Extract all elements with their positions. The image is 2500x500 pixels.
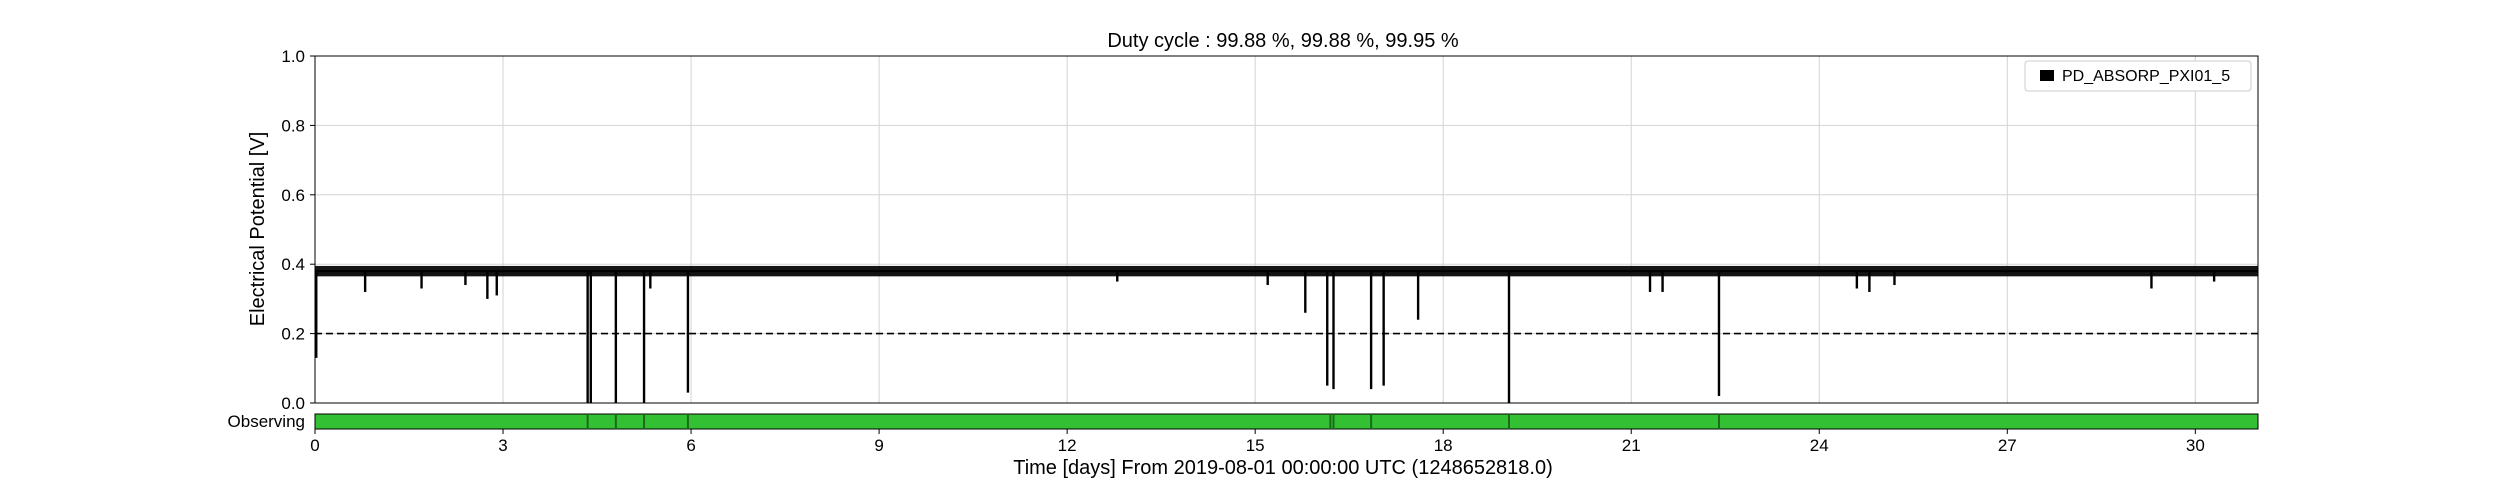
x-tick-label: 9 (874, 436, 883, 455)
x-tick-label: 18 (1434, 436, 1453, 455)
x-axis: 0 3 6 9 12 15 18 21 24 27 30 (310, 429, 2205, 455)
x-tick-label: 24 (1810, 436, 1829, 455)
state-segment-label: Observing (228, 412, 305, 431)
y-tick-label: 0.2 (281, 325, 305, 344)
legend-frame (2024, 60, 2252, 92)
x-tick-label: 0 (310, 436, 319, 455)
x-tick-label: 12 (1058, 436, 1077, 455)
x-axis-title: Time [days] From 2019-08-01 00:00:00 UTC… (1013, 457, 1553, 479)
x-tick-label: 27 (1998, 436, 2017, 455)
series-layer (315, 265, 2258, 403)
y-tick-label: 0.0 (281, 394, 305, 413)
x-tick-label: 6 (686, 436, 695, 455)
state-segment-bar (314, 413, 2259, 430)
y-axis-title: Electrical Potential [V] (247, 132, 269, 327)
x-tick-label: 15 (1246, 436, 1265, 455)
chart-title: Duty cycle : 99.88 %, 99.88 %, 99.95 % (1107, 30, 1459, 52)
plot-frame (314, 55, 2259, 404)
y-tick-label: 0.8 (281, 116, 305, 135)
legend-swatch (2040, 70, 2054, 81)
x-tick-label: 21 (1622, 436, 1641, 455)
y-tick-label: 0.4 (281, 255, 305, 274)
legend: PD_ABSORP_PXI01_5 (2024, 60, 2252, 92)
y-axis: 0.0 0.2 0.4 0.6 0.8 1.0 (281, 47, 315, 413)
x-tick-label: 30 (2186, 436, 2205, 455)
y-tick-label: 1.0 (281, 47, 305, 66)
x-tick-label: 3 (498, 436, 507, 455)
legend-label: PD_ABSORP_PXI01_5 (2062, 68, 2230, 85)
y-tick-label: 0.6 (281, 186, 305, 205)
state-segment: Observing (228, 412, 2259, 431)
